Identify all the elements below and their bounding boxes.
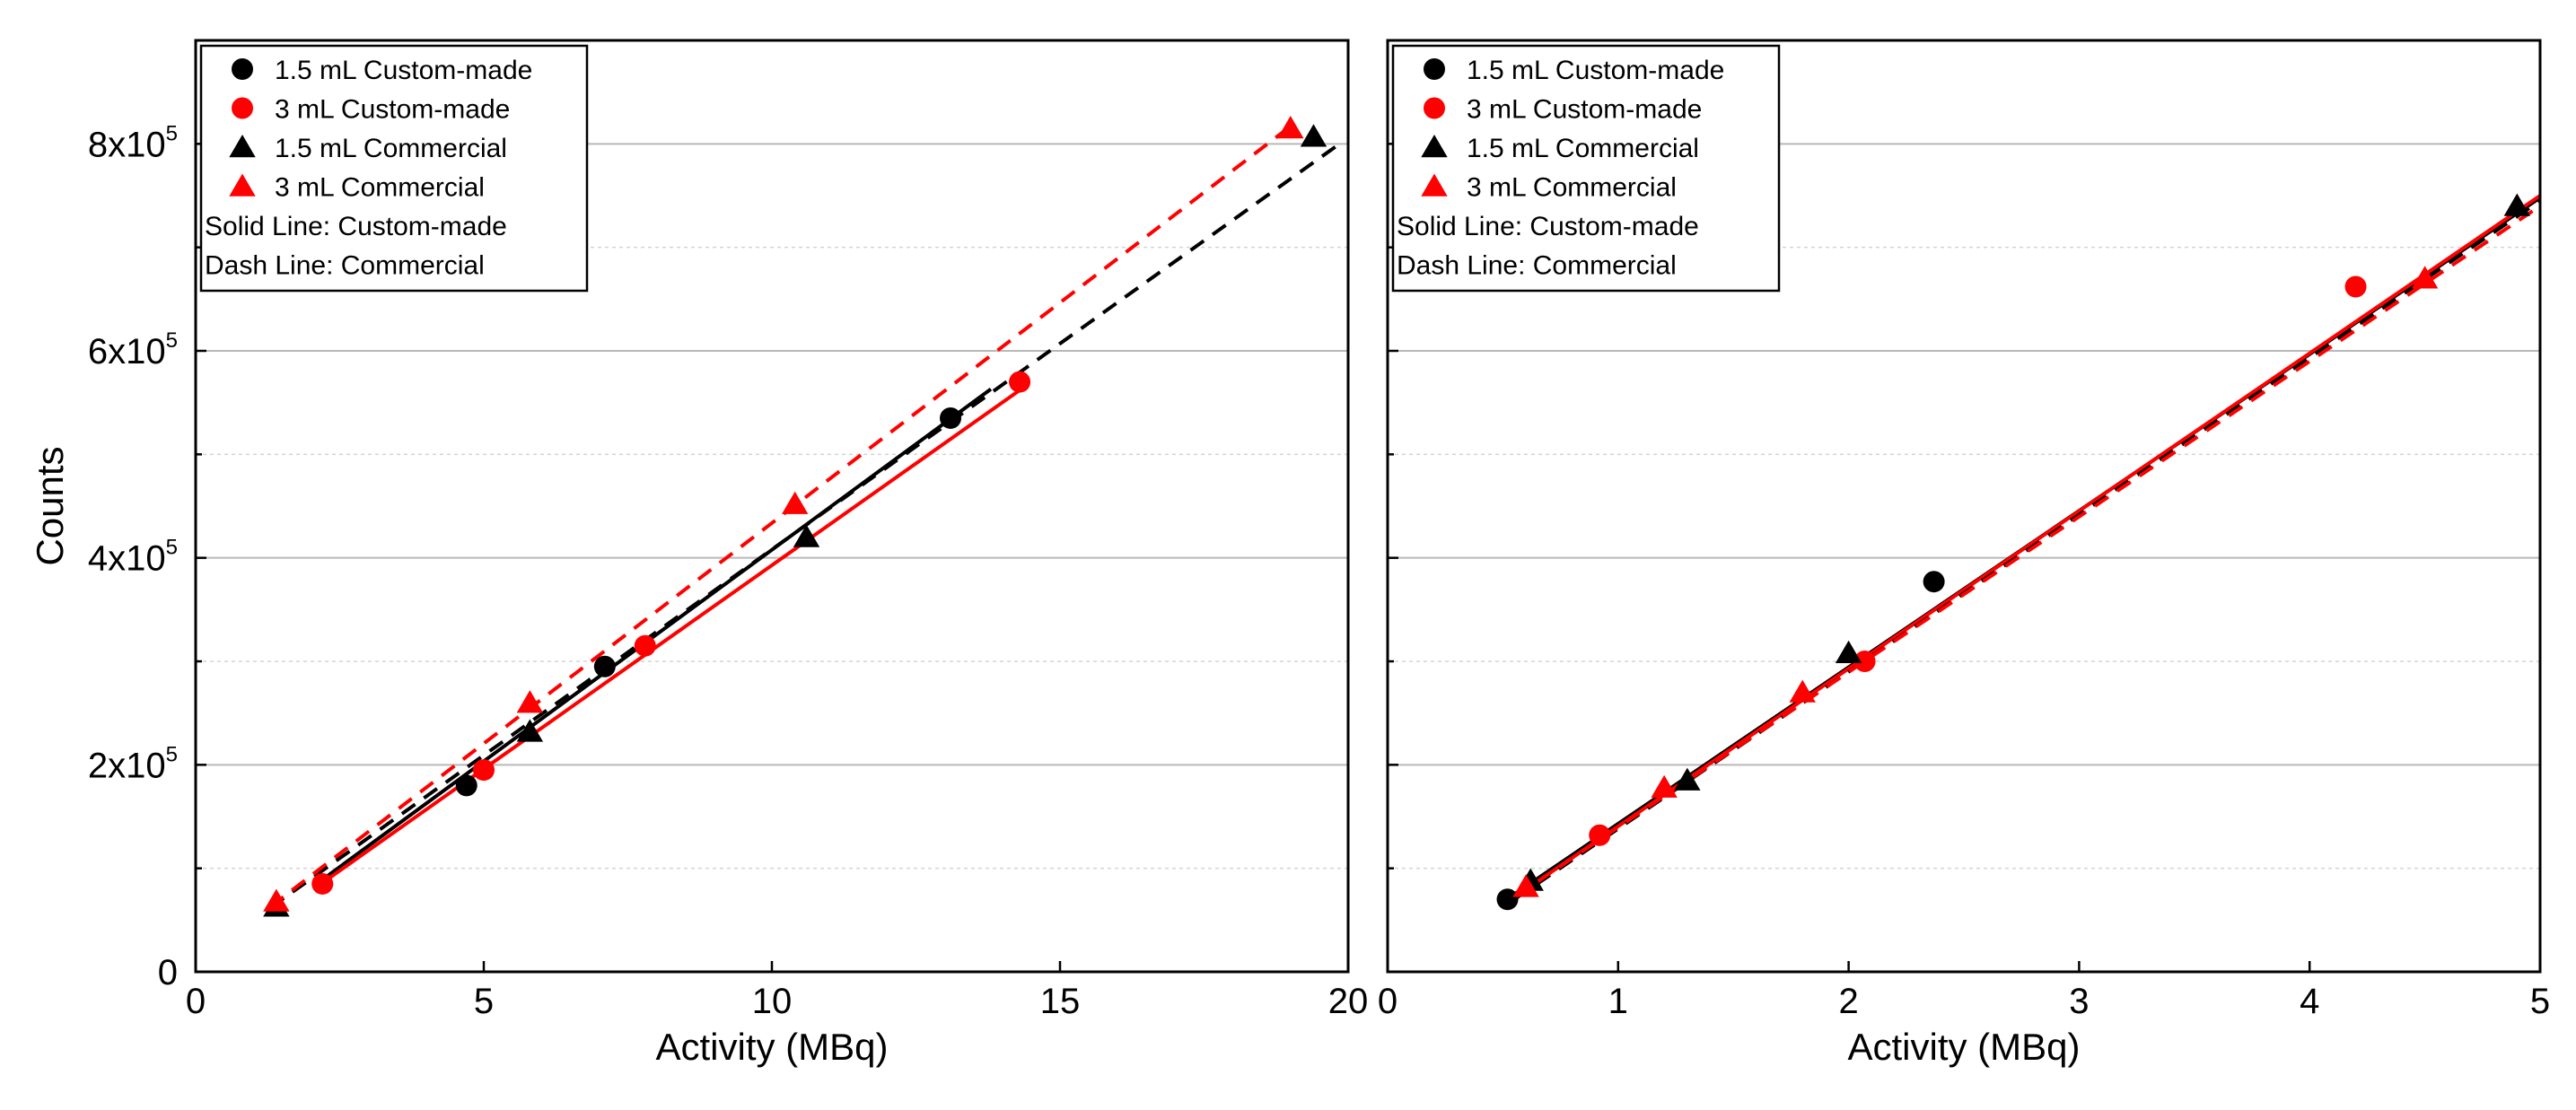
y-tick-label-base: 4x10 <box>88 539 166 579</box>
legend-marker-triangle <box>1421 173 1448 197</box>
data-point-circle <box>1009 371 1031 393</box>
data-point-triangle <box>1277 116 1304 139</box>
y-tick-label-base: 2x10 <box>88 746 166 785</box>
y-tick-label: 2x105 <box>88 742 178 785</box>
data-point-circle <box>1853 651 1876 672</box>
data-point-triangle <box>1674 767 1701 791</box>
data-point-circle <box>593 655 616 677</box>
data-point-triangle <box>1651 774 1678 798</box>
fit-line-solid <box>315 388 993 886</box>
legend-note: Dash Line: Commercial <box>205 251 485 281</box>
legend-marker-circle <box>232 97 253 119</box>
y-tick-label-exponent: 5 <box>166 742 178 766</box>
y-tick-label-exponent: 5 <box>166 536 178 560</box>
legend-entry-label: 1.5 mL Custom-made <box>275 56 532 85</box>
legend-marker-triangle <box>229 173 256 197</box>
data-point-triangle <box>263 888 290 912</box>
y-tick-label-base: 6x10 <box>88 332 166 371</box>
plot-frame <box>194 39 1350 974</box>
legend-entry-label: 3 mL Custom-made <box>275 95 510 125</box>
legend-marker-circle <box>232 58 253 80</box>
data-point-triangle <box>781 491 809 514</box>
data-point-triangle <box>1512 874 1539 897</box>
legend-note: Solid Line: Custom-made <box>205 212 507 241</box>
data-point-triangle <box>1789 679 1816 703</box>
data-point-triangle <box>516 719 544 742</box>
legend-entry-label: 1.5 mL Commercial <box>275 134 507 163</box>
data-point-triangle <box>1835 640 1862 663</box>
data-point-circle <box>455 774 478 797</box>
fit-line-dashed <box>1513 204 2542 899</box>
data-point-circle <box>1589 824 1611 846</box>
legend-entry-label: 1.5 mL Commercial <box>1467 134 1699 163</box>
data-point-circle <box>634 634 656 657</box>
x-tick-label: 3 <box>2069 982 2089 1021</box>
plot-frame <box>1386 39 2542 974</box>
y-tick-label: 0 <box>158 953 178 992</box>
legend-note: Dash Line: Commercial <box>1397 251 1677 281</box>
data-point-circle <box>2344 275 2367 298</box>
legend-box <box>199 44 589 293</box>
x-tick-label: 20 <box>1328 982 1369 1021</box>
legend-marker-triangle <box>1421 135 1448 158</box>
legend-box <box>1391 44 1781 293</box>
data-point-circle <box>473 759 495 782</box>
x-tick-label: 5 <box>474 982 494 1021</box>
legend-marker-circle <box>1424 58 1445 80</box>
legend-marker-circle <box>1424 97 1445 119</box>
y-axis-label: Counts <box>29 446 71 565</box>
x-tick-label: 0 <box>1378 982 1398 1021</box>
legend: 1.5 mL Custom-made 3 mL Custom-made 1.5 mL… <box>199 44 589 293</box>
y-tick-label-base: 8x10 <box>88 125 166 164</box>
data-point-triangle <box>2503 193 2531 216</box>
legend: 1.5 mL Custom-made 3 mL Custom-made 1.5 mL… <box>1391 44 1781 293</box>
y-tick-label: 4x105 <box>88 536 178 579</box>
legend-entry-label: 1.5 mL Custom-made <box>1467 56 1724 85</box>
data-point-circle <box>311 872 334 895</box>
y-tick-label: 6x105 <box>88 328 178 371</box>
data-point-circle <box>1923 571 1945 593</box>
legend-entry-label: 3 mL Commercial <box>1467 173 1677 203</box>
data-point-triangle <box>516 690 544 713</box>
y-tick-label-exponent: 5 <box>166 121 178 145</box>
data-point-circle <box>1496 888 1519 911</box>
x-axis-label: Activity (MBq) <box>1847 1026 2080 1068</box>
y-tick-label-base: 0 <box>158 953 178 992</box>
x-tick-label: 1 <box>1608 982 1628 1021</box>
fit-line-dashed <box>269 144 1338 910</box>
data-point-triangle <box>1300 124 1327 147</box>
right-chart-panel: 0 1 2 3 4 5 Activity (MBq) 1.5 mL Custom-made 3 … <box>1378 39 2550 1068</box>
fit-line-solid <box>315 389 1021 889</box>
x-tick-label: 4 <box>2300 982 2319 1021</box>
legend-entry-label: 3 mL Custom-made <box>1467 95 1702 125</box>
legend-marker-triangle <box>229 135 256 158</box>
legend-note: Solid Line: Custom-made <box>1397 212 1699 241</box>
x-tick-label: 2 <box>1838 982 1858 1021</box>
x-tick-label: 0 <box>186 982 206 1021</box>
x-tick-label: 15 <box>1040 982 1081 1021</box>
x-axis-label: Activity (MBq) <box>655 1026 888 1068</box>
x-tick-label: 10 <box>752 982 793 1021</box>
data-point-circle <box>940 406 962 429</box>
x-tick-label: 5 <box>2530 982 2550 1021</box>
legend-entry-label: 3 mL Commercial <box>275 173 485 203</box>
data-point-triangle <box>793 524 820 547</box>
y-tick-label-exponent: 5 <box>166 328 178 353</box>
data-point-triangle <box>2411 266 2439 289</box>
y-tick-label: 8x105 <box>88 121 178 164</box>
